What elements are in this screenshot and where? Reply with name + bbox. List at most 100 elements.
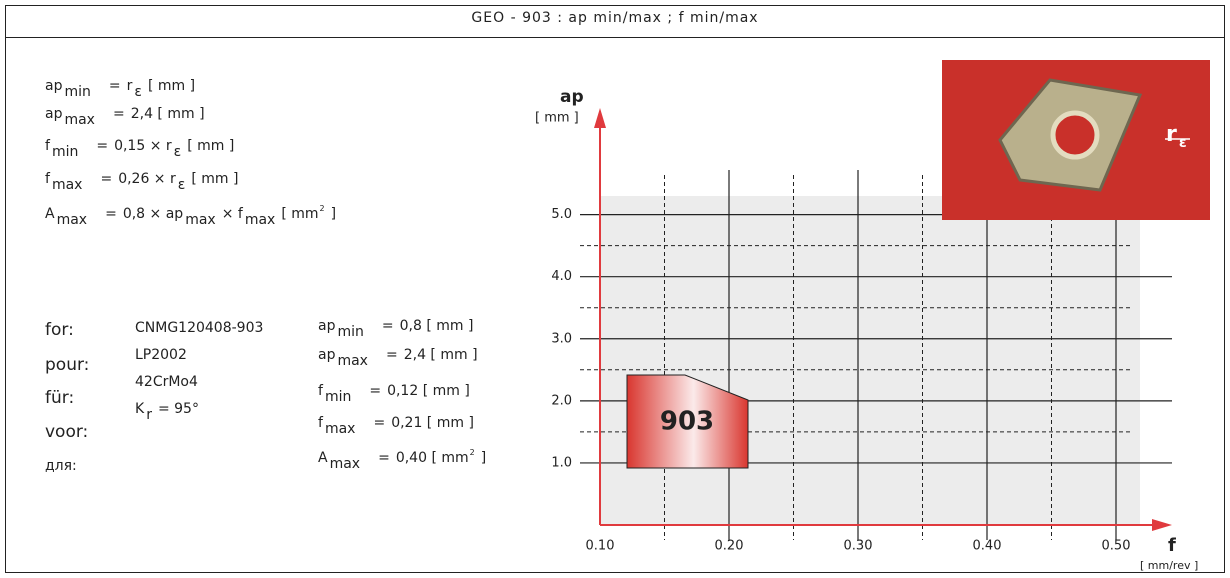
text-part: [ mm ] <box>147 78 196 94</box>
y-tick-label: 3.0 <box>551 331 572 346</box>
text-part: [ mm ] <box>187 138 235 154</box>
badge-label: 903 <box>660 407 714 437</box>
text-part: = <box>96 138 109 154</box>
subscript: ε <box>134 84 142 100</box>
language-label: pour: <box>45 355 90 375</box>
text-part: r <box>126 78 133 94</box>
subscript: max <box>56 212 88 228</box>
text-part: = <box>373 415 386 431</box>
x-tick-label: 0.20 <box>715 539 744 554</box>
text-part: = <box>112 106 125 122</box>
text-part: 2,4 [ mm ] <box>130 106 205 122</box>
text-part: 0,8 [ mm ] <box>399 318 474 334</box>
text-part: 0,8 × ap <box>122 206 184 222</box>
spec: LP2002 <box>135 347 193 363</box>
formula: f max = 0,26 × r ε [ mm ] <box>45 171 244 193</box>
language-label: for: <box>45 320 74 340</box>
subscript: r <box>146 407 152 423</box>
text-part: ] <box>480 450 487 466</box>
x-tick-label: 0.40 <box>973 539 1002 554</box>
y-unit: [ mm ] <box>535 111 579 126</box>
subscript: min <box>51 144 79 160</box>
supscript: 2 <box>319 204 325 213</box>
text-part: = 95° <box>157 401 199 417</box>
subscript: max <box>324 421 356 437</box>
subscript: min <box>337 324 364 340</box>
subscript: ε <box>173 144 182 160</box>
text-part: × f <box>221 206 243 222</box>
text-part: A <box>318 450 328 466</box>
subscript: min <box>64 84 91 100</box>
text-part: = <box>381 318 394 334</box>
y-tick-label: 1.0 <box>551 455 572 470</box>
text-part: 42CrMo4 <box>135 374 198 390</box>
y-tick-label: 5.0 <box>551 207 572 222</box>
text-part: f <box>318 383 323 399</box>
text-part: LP2002 <box>135 347 187 363</box>
text-part: A <box>45 206 55 222</box>
text-part: 0,21 [ mm ] <box>391 415 474 431</box>
text-part: = <box>369 383 382 399</box>
x-tick-label: 0.30 <box>844 539 873 554</box>
plot-background <box>600 196 1140 525</box>
insert-hole <box>1050 110 1100 160</box>
language-label: für: <box>45 388 75 408</box>
y-arrow <box>594 108 606 128</box>
text-part: f <box>45 171 50 187</box>
subscript: ε <box>1178 135 1187 151</box>
text-part: CNMG120408-903 <box>135 320 264 336</box>
formula: ap min = r ε [ mm ] <box>45 78 201 100</box>
y-tick-label: 4.0 <box>551 269 572 284</box>
x-tick-label: 0.50 <box>1102 539 1131 554</box>
x-unit: [ mm/rev ] <box>1140 559 1198 572</box>
header-title: GEO - 903 : ap min/max ; f min/max <box>471 10 759 26</box>
text-part: ap <box>318 347 336 363</box>
y-label: ap <box>560 87 584 107</box>
language-label: voor: <box>45 422 89 442</box>
subscript: max <box>185 212 216 228</box>
text-part: 0,26 × r <box>118 171 176 187</box>
text-part: f <box>45 138 50 154</box>
example-formula: ap min = 0,8 [ mm ] <box>318 318 479 340</box>
language-label: для: <box>45 458 77 474</box>
subscript: max <box>51 177 83 193</box>
text-part: r <box>1166 122 1177 147</box>
subscript: max <box>64 112 95 128</box>
region-badge <box>626 374 749 469</box>
text-part: 0,40 [ mm <box>395 450 469 466</box>
text-part: f <box>318 415 323 431</box>
y-tick-label: 2.0 <box>551 393 572 408</box>
text-part: [ mm <box>281 206 319 222</box>
x-tick-label: 0.10 <box>586 539 615 554</box>
x-arrow <box>1152 519 1172 531</box>
formula: ap max = 2,4 [ mm ] <box>45 106 211 128</box>
text-part: 0,15 × r <box>114 138 172 154</box>
subscript: ε <box>177 177 186 193</box>
text-part: ap <box>45 106 63 122</box>
frame <box>5 5 1225 573</box>
text-part: K <box>135 401 145 417</box>
supscript: 2 <box>469 448 475 457</box>
subscript: max <box>329 456 361 472</box>
example-formula: ap max = 2,4 [ mm ] <box>318 347 484 369</box>
spec: 42CrMo4 <box>135 374 204 390</box>
text-part: 2,4 [ mm ] <box>403 347 478 363</box>
text-part: = <box>385 347 398 363</box>
example-formula: f max = 0,21 [ mm ] <box>318 415 480 437</box>
text-part: = <box>378 450 390 466</box>
subscript: min <box>324 389 352 405</box>
text-part: = <box>100 171 113 187</box>
subscript: max <box>337 353 368 369</box>
text-part: = <box>108 78 121 94</box>
x-label: f <box>1168 535 1176 556</box>
example-formula: f min = 0,12 [ mm ] <box>318 383 476 405</box>
text-part: [ mm ] <box>191 171 239 187</box>
formula: f min = 0,15 × r ε [ mm ] <box>45 138 240 160</box>
text-part: ap <box>318 318 336 334</box>
